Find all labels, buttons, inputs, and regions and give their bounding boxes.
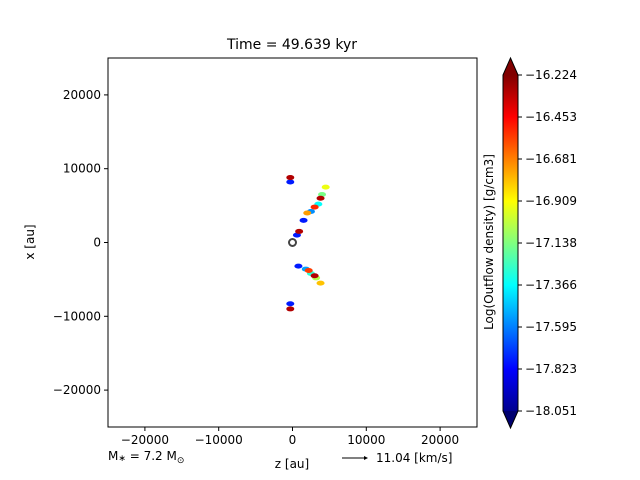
lower-knot-cell [286, 301, 295, 307]
chart-title: Time = 49.639 kyr [226, 37, 357, 53]
colorbar-tick-label: −17.366 [525, 278, 577, 292]
colorbar-ticks: −16.224 −16.453 −16.681 −16.909 −17.138 −17.3… [518, 68, 577, 418]
y-tick-label: −10000 [53, 309, 101, 323]
colorbar-extend-min [503, 411, 518, 428]
x-tick-label: −10000 [195, 433, 243, 447]
x-tick-label: 10000 [347, 433, 385, 447]
colorbar-tick-label: −18.051 [525, 404, 577, 418]
lower-lobe-cell [294, 263, 303, 269]
velocity-scale-label: 11.04 [km/s] [376, 451, 452, 465]
colorbar-tick-label: −17.595 [525, 320, 577, 334]
y-tick-label: 20000 [63, 88, 101, 102]
lower-lobe-cell [304, 268, 313, 274]
plot-area [286, 175, 330, 312]
colorbar-tick-label: −16.681 [525, 152, 577, 166]
lower-lobe-cell [316, 280, 325, 286]
y-axis-label: x [au] [23, 224, 37, 259]
x-axis-label: z [au] [275, 457, 309, 471]
lower-lobe-cell [310, 273, 319, 279]
upper-lobe [299, 184, 330, 223]
upper-knot-cell [286, 179, 295, 185]
x-tick-label: 20000 [421, 433, 459, 447]
y-axis-ticks: 20000 10000 0 −10000 −20000 [53, 88, 108, 397]
upper-lobe-cell [321, 184, 330, 190]
lower-knot-cell [286, 306, 295, 312]
protostar-marker [288, 238, 297, 247]
inner-jet [292, 228, 304, 238]
lower-knot [286, 301, 295, 312]
upper-lobe-cell [310, 204, 319, 210]
upper-lobe-cell [316, 195, 325, 201]
y-tick-label: −20000 [53, 383, 101, 397]
upper-knot-cell [286, 175, 295, 181]
stellar-mass-annotation: M∗ = 7.2 M⊙ [108, 449, 184, 466]
colorbar [502, 56, 519, 430]
x-tick-label: −20000 [121, 433, 169, 447]
colorbar-tick-label: −16.909 [525, 194, 577, 208]
x-tick-label: 0 [289, 433, 297, 447]
colorbar-extend-max [503, 58, 518, 75]
colorbar-tick-label: −17.823 [525, 362, 577, 376]
upper-lobe-cell [299, 217, 308, 223]
colorbar-tick-label: −16.453 [525, 110, 577, 124]
velocity-scale-arrow [342, 456, 368, 460]
upper-lobe-cell [303, 210, 312, 216]
lower-lobe [294, 263, 325, 286]
y-tick-label: 0 [93, 236, 101, 250]
y-tick-label: 10000 [63, 162, 101, 176]
colorbar-tick-label: −16.224 [525, 68, 577, 82]
x-axis-ticks: −20000 −10000 0 10000 20000 [121, 427, 459, 447]
colorbar-body [503, 75, 518, 411]
colorbar-label: Log(Outflow density) [g/cm3] [482, 154, 496, 330]
upper-knot [286, 175, 295, 185]
inner-jet-cell [295, 228, 304, 234]
plot-frame [107, 57, 478, 428]
colorbar-tick-label: −17.138 [525, 236, 577, 250]
